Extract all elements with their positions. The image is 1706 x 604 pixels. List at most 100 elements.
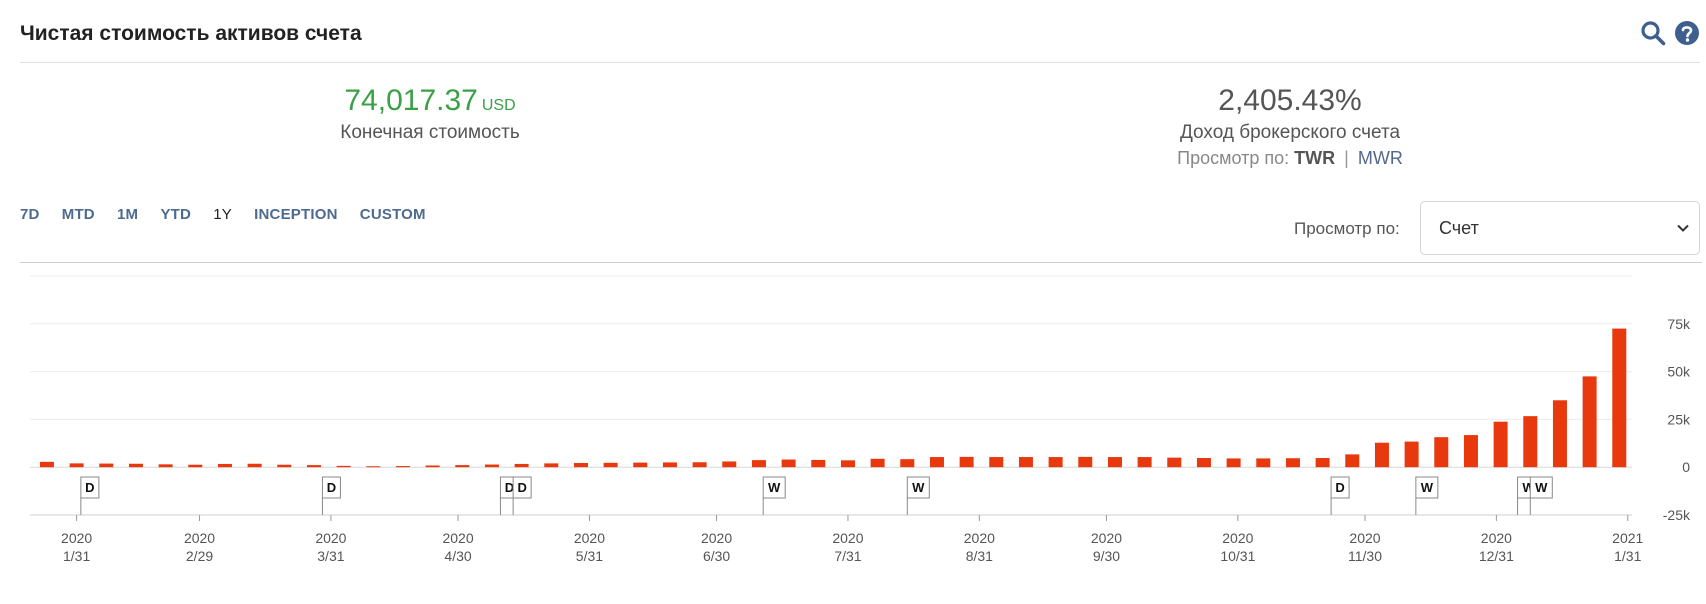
- bar: [247, 463, 262, 468]
- x-tick-day: 11/30: [1348, 548, 1382, 564]
- range-ytd[interactable]: YTD: [160, 206, 192, 223]
- event-flag-label: D: [1335, 480, 1344, 495]
- bar: [1374, 442, 1389, 468]
- view-by-select[interactable]: Счет: [1420, 201, 1700, 255]
- ending-value-label: Конечная стоимость: [340, 122, 520, 143]
- bar: [573, 462, 588, 468]
- event-flag-label: W: [912, 480, 925, 495]
- y-tick-label: 25k: [1667, 411, 1691, 427]
- y-tick-label: 75k: [1667, 316, 1691, 332]
- view-by-selected: Счет: [1439, 218, 1479, 238]
- x-tick-year: 2020: [701, 530, 732, 546]
- event-flag: [80, 476, 100, 499]
- currency-label: USD: [481, 97, 516, 114]
- bar: [514, 463, 529, 468]
- bar: [662, 462, 677, 468]
- ending-value-block: 74,017.37 USD Конечная стоимость: [300, 84, 560, 144]
- bar: [1463, 435, 1478, 468]
- mwr-link[interactable]: MWR: [1357, 148, 1403, 168]
- bar: [781, 459, 796, 468]
- twr-link[interactable]: TWR: [1294, 148, 1336, 168]
- x-tick-year: 2020: [574, 530, 605, 546]
- y-tick-label: 50k: [1667, 364, 1691, 380]
- bar: [989, 457, 1004, 468]
- event-flag: [1529, 476, 1553, 499]
- bar: [722, 461, 737, 468]
- bar: [1582, 376, 1597, 468]
- x-tick-year: 2020: [832, 530, 863, 546]
- event-flag: [321, 476, 341, 499]
- range-1y[interactable]: 1Y: [213, 206, 232, 223]
- bar: [929, 457, 944, 468]
- x-tick-year: 2020: [1481, 530, 1512, 546]
- x-tick-day: 3/31: [317, 548, 344, 564]
- bar: [1196, 458, 1211, 468]
- bar: [128, 463, 143, 468]
- x-tick-year: 2020: [1091, 530, 1122, 546]
- range-7d[interactable]: 7D: [20, 206, 40, 223]
- bar: [395, 466, 410, 468]
- x-tick-day: 12/31: [1479, 548, 1514, 564]
- bar: [1256, 458, 1271, 468]
- search-icon[interactable]: [1640, 20, 1666, 46]
- bar: [1404, 441, 1419, 468]
- event-flag-label: W: [1535, 480, 1548, 495]
- bar: [1315, 458, 1330, 468]
- bar: [1137, 457, 1152, 468]
- x-tick-day: 2/29: [186, 548, 213, 564]
- help-icon[interactable]: [1674, 20, 1700, 46]
- x-tick-year: 2020: [184, 530, 215, 546]
- y-tick-label: -25k: [1663, 507, 1691, 523]
- view-by-label: Просмотр по:: [1294, 219, 1400, 238]
- x-tick-day: 4/30: [444, 548, 471, 564]
- event-flag: [906, 476, 930, 499]
- range-mtd[interactable]: MTD: [61, 206, 95, 223]
- x-tick-year: 2020: [964, 530, 995, 546]
- x-tick-day: 7/31: [834, 548, 861, 564]
- event-flag: [1330, 476, 1350, 499]
- bar: [811, 459, 826, 468]
- bar: [1434, 437, 1449, 468]
- x-tick-day: 5/31: [576, 548, 603, 564]
- bar: [336, 465, 351, 468]
- x-tick-day: 10/31: [1220, 548, 1255, 564]
- x-tick-year: 2020: [1222, 530, 1253, 546]
- bar: [840, 460, 855, 468]
- divider: [20, 262, 1702, 263]
- bar: [39, 461, 54, 468]
- x-tick-year: 2021: [1612, 530, 1643, 546]
- range-1m[interactable]: 1M: [117, 206, 139, 223]
- bar: [870, 458, 885, 468]
- bar: [633, 462, 648, 468]
- bar: [603, 462, 618, 468]
- bar: [277, 464, 292, 468]
- bar: [306, 465, 321, 468]
- bar: [544, 463, 559, 468]
- bar: [900, 459, 915, 468]
- return-view-label: Просмотр по:: [1177, 148, 1290, 168]
- bar: [1612, 328, 1627, 468]
- bar: [455, 465, 470, 468]
- bar: [1107, 457, 1122, 468]
- range-inception[interactable]: INCEPTION: [254, 206, 338, 223]
- event-flag-label: W: [1421, 480, 1434, 495]
- return-view-by: Просмотр по: TWR | MWR: [1140, 148, 1440, 169]
- ending-value-number: 74,017.37: [344, 84, 478, 117]
- x-tick-year: 2020: [442, 530, 473, 546]
- event-flag-label: D: [517, 480, 526, 495]
- bar: [1226, 458, 1241, 468]
- bar: [217, 463, 232, 468]
- event-flag: [1415, 476, 1439, 499]
- x-tick-day: 1/31: [1614, 548, 1641, 564]
- bar: [1493, 421, 1508, 468]
- x-tick-year: 2020: [61, 530, 92, 546]
- bar: [69, 463, 84, 468]
- x-tick-year: 2020: [315, 530, 346, 546]
- chevron-down-icon: [1677, 224, 1689, 232]
- x-tick-day: 1/31: [63, 548, 90, 564]
- bar: [1048, 457, 1063, 468]
- bar: [484, 464, 499, 468]
- bar: [692, 462, 707, 468]
- event-flag-label: D: [505, 480, 514, 495]
- range-custom[interactable]: CUSTOM: [359, 206, 426, 223]
